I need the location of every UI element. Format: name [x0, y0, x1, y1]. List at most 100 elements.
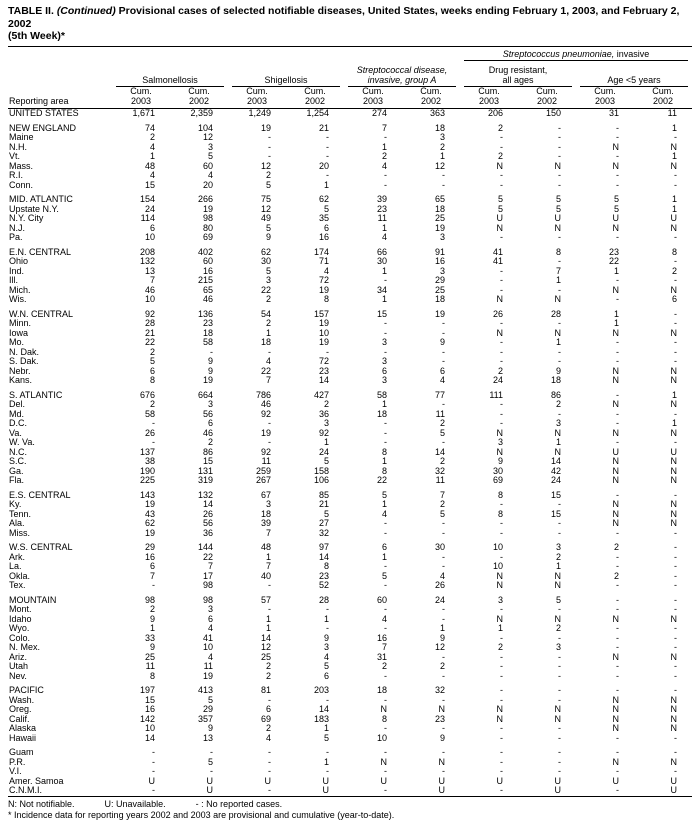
value-cell: N	[670, 509, 678, 519]
value-cell: 2	[149, 347, 155, 357]
value-cell: 13	[202, 733, 213, 743]
value-cell: -	[558, 347, 561, 357]
value-cell: 33	[144, 633, 155, 643]
value-cell: 14	[318, 705, 329, 714]
table-row: Fla. 225 319 267 106 22 11 69 24 N N	[8, 476, 692, 486]
value-cell: 1	[381, 295, 387, 304]
reporting-area-cell: Alaska	[9, 724, 37, 733]
value-cell: 1,249	[248, 108, 271, 118]
table-row: Pa. 10 69 9 16 4 3 - - - -	[8, 233, 692, 243]
value-cell: -	[268, 695, 271, 705]
value-cell: -	[442, 748, 445, 757]
value-cell: 20	[318, 161, 329, 171]
value-cell: -	[558, 662, 561, 671]
value-cell: 85	[318, 490, 329, 500]
age-under5-cum-2002-header: Cum. 2002	[634, 86, 692, 109]
value-cell: U	[670, 447, 678, 457]
value-cell: 2	[265, 724, 271, 733]
value-cell: N	[380, 757, 388, 767]
value-cell: 74	[144, 123, 155, 133]
value-cell: -	[616, 357, 619, 366]
value-cell: N	[554, 571, 562, 581]
table-row: Mont. 2 3 - - - - - - - -	[8, 605, 692, 615]
value-cell: N	[670, 500, 678, 509]
value-cell: 28	[144, 319, 155, 328]
value-cell: 8	[149, 376, 155, 385]
age-under5-label: Age <5 years	[607, 75, 661, 85]
value-cell: -	[616, 347, 619, 357]
table-row: Alaska 10 9 2 1 - - - - N N	[8, 724, 692, 734]
value-cell: 6	[207, 419, 213, 428]
reporting-area-cell: W.N. CENTRAL	[9, 309, 74, 319]
value-cell: 92	[260, 447, 271, 457]
value-cell: -	[152, 767, 155, 776]
value-cell: 38	[144, 457, 155, 466]
value-cell: 42	[550, 466, 561, 476]
table-row: Miss. 19 36 7 32 - - - - - -	[8, 529, 692, 539]
table-row: N.H. 4 3 - - 1 2 - - N N	[8, 143, 692, 153]
value-cell: -	[500, 133, 503, 142]
value-cell: -	[326, 605, 329, 614]
value-cell: 1	[555, 338, 561, 347]
value-cell: 1	[439, 624, 445, 633]
value-cell: 3	[497, 438, 503, 447]
value-cell: -	[616, 733, 619, 743]
value-cell: 62	[260, 247, 271, 257]
value-cell: 3	[207, 142, 213, 152]
value-cell: -	[558, 357, 561, 366]
value-cell: 65	[202, 285, 213, 295]
reporting-area-cell: Utah	[9, 662, 29, 671]
cum-label: Cum.	[246, 86, 268, 96]
value-cell: 14	[318, 376, 329, 385]
value-cell: 132	[139, 257, 155, 266]
value-cell: U	[322, 786, 330, 795]
value-cell: -	[674, 276, 677, 285]
table-row: Kans. 8 19 7 14 3 4 24 18 N N	[8, 376, 692, 386]
value-cell: 21	[318, 123, 329, 133]
value-cell: -	[384, 438, 387, 447]
value-cell: U	[612, 214, 620, 223]
value-cell: 7	[381, 123, 387, 133]
value-cell: 80	[202, 223, 213, 233]
table-row: N.J. 6 80 5 6 1 19 N N N N	[8, 224, 692, 234]
value-cell: N	[612, 500, 620, 509]
value-cell: -	[616, 409, 619, 419]
value-cell: 29	[434, 276, 445, 285]
value-cell: -	[674, 438, 677, 447]
value-cell: U	[206, 776, 214, 786]
reporting-area-cell: PACIFIC	[9, 686, 44, 695]
value-cell: 274	[371, 108, 387, 118]
value-cell: -	[558, 171, 561, 180]
value-cell: 6	[323, 223, 329, 233]
value-cell: 28	[550, 309, 561, 319]
value-cell: 15	[550, 509, 561, 519]
value-cell: 19	[434, 223, 445, 233]
value-cell: -	[500, 142, 503, 152]
value-cell: N	[670, 328, 678, 338]
value-cell: 32	[434, 466, 445, 476]
value-cell: 71	[318, 257, 329, 266]
reporting-area-cell: Upstate N.Y.	[9, 204, 59, 214]
table-row: Mass. 48 60 12 20 4 12 N N N N	[8, 162, 692, 172]
value-cell: 5	[613, 204, 619, 214]
value-cell: 31	[376, 652, 387, 662]
value-cell: -	[616, 581, 619, 590]
value-cell: 5	[497, 204, 503, 214]
value-cell: 3	[381, 338, 387, 347]
value-cell: -	[442, 171, 445, 180]
value-cell: -	[268, 767, 271, 776]
table-row: PACIFIC 197 413 81 203 18 32 - - - -	[8, 686, 692, 696]
value-cell: 5	[265, 266, 271, 276]
value-cell: N	[670, 400, 678, 409]
value-cell: N	[612, 328, 620, 338]
value-cell: N	[612, 366, 620, 376]
value-cell: 19	[202, 204, 213, 214]
table-row: Ala. 62 56 39 27 - - - - N N	[8, 519, 692, 529]
value-cell: 60	[202, 257, 213, 266]
value-cell: 19	[260, 123, 271, 133]
value-cell: N	[554, 447, 562, 457]
value-cell: -	[442, 319, 445, 328]
reporting-area-cell: Tenn.	[9, 509, 32, 519]
value-cell: 81	[260, 686, 271, 695]
value-cell: N	[554, 295, 562, 304]
